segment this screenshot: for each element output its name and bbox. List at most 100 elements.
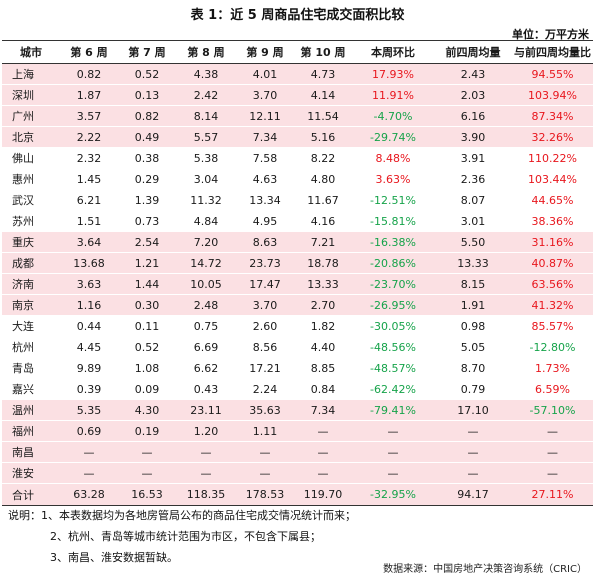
cell-4wk-avg: 3.91: [434, 147, 512, 169]
cell-week7: 4.30: [118, 399, 176, 421]
cell-city: 杭州: [2, 336, 60, 358]
cell-week9: —: [236, 462, 294, 484]
cell-wow: -12.51%: [352, 189, 434, 211]
cell-city: 合计: [2, 483, 60, 506]
cell-week6: 0.82: [60, 63, 118, 85]
table-row: 北京 2.22 0.49 5.57 7.34 5.16 -29.74% 3.90 32.26%: [2, 126, 593, 148]
cell-4wk-avg: 2.36: [434, 168, 512, 190]
cell-4wk-avg: 8.07: [434, 189, 512, 211]
cell-week6: 2.22: [60, 126, 118, 148]
cell-vs-avg: -12.80%: [512, 336, 593, 358]
cell-week10: 1.82: [294, 315, 352, 337]
cell-city: 福州: [2, 420, 60, 442]
cell-4wk-avg: 8.15: [434, 273, 512, 295]
table-row: 惠州 1.45 0.29 3.04 4.63 4.80 3.63% 2.36 103.44%: [2, 168, 593, 190]
cell-4wk-avg: 13.33: [434, 252, 512, 274]
cell-week8: 14.72: [176, 252, 236, 274]
cell-vs-avg: —: [512, 462, 593, 484]
table-total-row: 合计 63.28 16.53 118.35 178.53 119.70 -32.95% 94.…: [2, 483, 593, 506]
cell-4wk-avg: 2.43: [434, 63, 512, 85]
cell-vs-avg: 40.87%: [512, 252, 593, 274]
unit-label: 单位：万平方米: [512, 28, 589, 41]
cell-4wk-avg: 0.79: [434, 378, 512, 400]
cell-vs-avg: 32.26%: [512, 126, 593, 148]
cell-city: 武汉: [2, 189, 60, 211]
cell-week8: —: [176, 441, 236, 463]
cell-week9: 12.11: [236, 105, 294, 127]
cell-wow: -15.81%: [352, 210, 434, 232]
cell-week6: —: [60, 441, 118, 463]
cell-week9: 13.34: [236, 189, 294, 211]
cell-week6: 0.39: [60, 378, 118, 400]
table-row: 深圳 1.87 0.13 2.42 3.70 4.14 11.91% 2.03 103.94%: [2, 84, 593, 106]
cell-week8: 5.57: [176, 126, 236, 148]
cell-wow: 3.63%: [352, 168, 434, 190]
table-row: 南京 1.16 0.30 2.48 3.70 2.70 -26.95% 1.91 41.32%: [2, 294, 593, 316]
cell-week9: 4.01: [236, 63, 294, 85]
cell-4wk-avg: —: [434, 462, 512, 484]
table-row: 苏州 1.51 0.73 4.84 4.95 4.16 -15.81% 3.01 38.36%: [2, 210, 593, 232]
cell-week7: 0.52: [118, 63, 176, 85]
cell-week10: 11.54: [294, 105, 352, 127]
table-row: 武汉 6.21 1.39 11.32 13.34 11.67 -12.51% 8.07 44.6…: [2, 189, 593, 211]
cell-city: 成都: [2, 252, 60, 274]
cell-city: 苏州: [2, 210, 60, 232]
cell-4wk-avg: 17.10: [434, 399, 512, 421]
cell-week10: 8.22: [294, 147, 352, 169]
col-header-city: 城市: [2, 40, 60, 64]
cell-week10: —: [294, 420, 352, 442]
cell-week8: 5.38: [176, 147, 236, 169]
cell-week9: 35.63: [236, 399, 294, 421]
cell-week6: 13.68: [60, 252, 118, 274]
cell-week6: 9.89: [60, 357, 118, 379]
cell-4wk-avg: 2.03: [434, 84, 512, 106]
cell-week6: 3.57: [60, 105, 118, 127]
note-2: 2、杭州、青岛等城市统计范围为市区，不包含下属县；: [50, 530, 321, 543]
table-row: 青岛 9.89 1.08 6.62 17.21 8.85 -48.57% 8.70 1.73%: [2, 357, 593, 379]
cell-wow: -16.38%: [352, 231, 434, 253]
cell-week10: 13.33: [294, 273, 352, 295]
cell-vs-avg: 87.34%: [512, 105, 593, 127]
cell-vs-avg: 1.73%: [512, 357, 593, 379]
col-header-4wk-avg: 前四周均量: [434, 40, 512, 64]
cell-week8: 4.84: [176, 210, 236, 232]
cell-wow: -4.70%: [352, 105, 434, 127]
cell-week8: 6.69: [176, 336, 236, 358]
cell-week8: 8.14: [176, 105, 236, 127]
cell-week8: 7.20: [176, 231, 236, 253]
cell-week9: 23.73: [236, 252, 294, 274]
table-row: 福州 0.69 0.19 1.20 1.11— — — —: [2, 420, 593, 442]
cell-week8: 118.35: [176, 483, 236, 506]
cell-week10: —: [294, 441, 352, 463]
cell-week7: 1.44: [118, 273, 176, 295]
cell-week10: 4.80: [294, 168, 352, 190]
cell-4wk-avg: 3.01: [434, 210, 512, 232]
cell-vs-avg: 6.59%: [512, 378, 593, 400]
cell-week6: 1.87: [60, 84, 118, 106]
cell-week7: 0.13: [118, 84, 176, 106]
cell-city: 深圳: [2, 84, 60, 106]
cell-wow: -29.74%: [352, 126, 434, 148]
cell-city: 惠州: [2, 168, 60, 190]
cell-week9: 4.95: [236, 210, 294, 232]
cell-week6: 6.21: [60, 189, 118, 211]
table-row: 成都 13.68 1.21 14.72 23.73 18.78 -20.86% 13.33 40…: [2, 252, 593, 274]
cell-4wk-avg: 5.50: [434, 231, 512, 253]
cell-week8: 4.38: [176, 63, 236, 85]
cell-4wk-avg: —: [434, 420, 512, 442]
cell-week9: 7.58: [236, 147, 294, 169]
cell-city: 重庆: [2, 231, 60, 253]
cell-week9: —: [236, 441, 294, 463]
cell-week9: 3.70: [236, 84, 294, 106]
cell-week8: 11.32: [176, 189, 236, 211]
cell-week10: 4.16: [294, 210, 352, 232]
cell-week6: 3.64: [60, 231, 118, 253]
cell-vs-avg: 63.56%: [512, 273, 593, 295]
cell-vs-avg: 85.57%: [512, 315, 593, 337]
cell-week9: 17.21: [236, 357, 294, 379]
cell-week8: 0.75: [176, 315, 236, 337]
cell-vs-avg: 44.65%: [512, 189, 593, 211]
cell-vs-avg: 103.44%: [512, 168, 593, 190]
cell-wow: -48.56%: [352, 336, 434, 358]
cell-wow: -20.86%: [352, 252, 434, 274]
